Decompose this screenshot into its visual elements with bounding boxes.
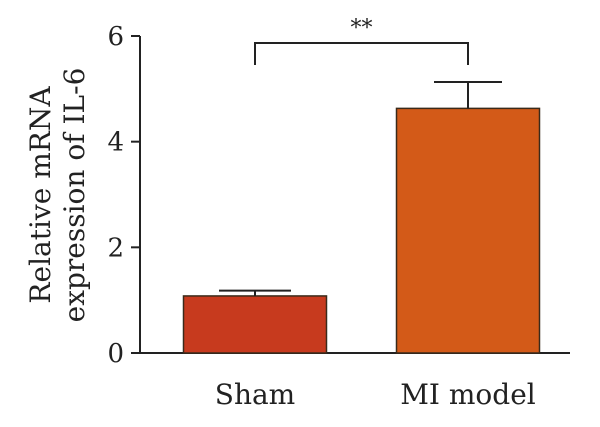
y-axis-label-line-1: Relative mRNA: [24, 86, 57, 304]
significance-annotation: **: [254, 16, 469, 65]
bars: [182, 107, 541, 354]
significance-bracket: [254, 42, 469, 65]
y-axis-label: Relative mRNA expression of IL-6: [24, 68, 91, 323]
bar-sham: [182, 295, 328, 354]
bar-mi-model: [395, 107, 541, 354]
significance-label: **: [351, 16, 373, 41]
error-bars: [219, 80, 502, 296]
y-tick-label-4: 4: [107, 128, 124, 158]
x-axis-labels: Sham MI model: [215, 378, 536, 411]
y-axis-label-line-2: expression of IL-6: [58, 68, 91, 323]
y-tick-label-0: 0: [107, 339, 124, 369]
x-tick-label-1: MI model: [400, 378, 536, 411]
x-tick-label-0: Sham: [215, 378, 295, 411]
y-tick-label-6: 6: [107, 22, 124, 52]
y-tick-label-2: 2: [107, 233, 124, 263]
